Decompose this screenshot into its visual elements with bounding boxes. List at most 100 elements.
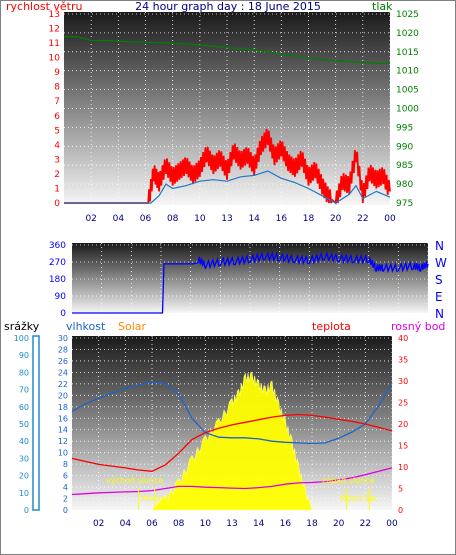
humidity-tick-label: 0 [63,506,68,515]
humidity-tick-label: 20 [58,391,68,400]
x-tick-label: 00 [386,519,398,529]
direction-tick-label: 0 [60,309,66,319]
solar-area [151,372,313,511]
x-tick-label: 14 [253,519,265,529]
rain-tick-label: 20 [19,472,29,481]
x-tick-label: 10 [194,214,206,224]
sunrise-annotation: východ slunce [106,476,163,485]
y-tick-label-left: 0 [54,199,60,209]
humidity-tick-label: 6 [63,472,68,481]
humidity-axis-label: vlhkost [66,320,106,333]
compass-label: W [435,256,447,270]
y-tick-label-left: 5 [54,126,60,136]
y-tick-label-right: 995 [396,123,413,133]
temperature-tick-label: 40 [398,334,408,343]
wind-direction-plot-area [72,243,428,313]
rain-tick-label: 90 [19,351,29,360]
x-tick-label: 16 [280,519,292,529]
temperature-tick-label: 30 [398,377,408,386]
x-tick-label: 10 [200,519,212,529]
rain-tick-label: 0 [24,506,29,515]
compass-label: N [435,239,444,253]
x-tick-label: 13 [221,214,232,224]
x-tick-label: 14 [248,214,260,224]
x-tick-label: 06 [140,214,152,224]
rain-tick-label: 60 [19,403,29,412]
temperature-tick-label: 35 [398,356,408,365]
x-tick-label: 06 [146,519,158,529]
humidity-tick-label: 30 [58,334,68,343]
rain-tick-label: 100 [14,334,29,343]
y-tick-label-left: 4 [54,141,60,151]
rain-tick-label: 30 [19,454,29,463]
graph-title: 24 hour graph day : 18 June 2015 [135,0,321,13]
y-tick-label-left: 10 [49,54,61,64]
temperature-tick-label: 20 [398,420,408,429]
y-tick-label-left: 2 [54,170,60,180]
temperature-axis-label: teplota [312,320,351,333]
y-tick-label-left: 8 [54,83,60,93]
wind-speed-line [64,129,391,205]
rain-tick-label: 50 [19,420,29,429]
x-tick-label: 16 [276,214,288,224]
humidity-temp-solar-chart: 02 04 06 08 10 13 14 16 18 20 22 000246810121416182… [14,334,408,529]
temperature-tick-label: 0 [398,506,403,515]
direction-tick-label: 270 [49,258,66,268]
y-tick-label-right: 975 [396,199,413,209]
y-tick-label-right: 990 [396,142,413,152]
humidity-tick-label: 28 [58,345,68,354]
x-tick-label: 02 [85,214,96,224]
y-tick-label-right: 1005 [396,86,419,96]
x-tick-label: 13 [226,519,237,529]
humidity-tick-label: 26 [58,357,68,366]
humidity-tick-label: 12 [58,437,68,446]
dewpoint-axis-label: rosný bod [391,320,445,333]
x-tick-label: 22 [360,519,371,529]
y-tick-label-left: 3 [54,155,60,165]
x-tick-label: 22 [357,214,368,224]
y-tick-label-left: 6 [54,112,60,122]
moonrise-annotation: Moon Rise [142,494,183,503]
humidity-tick-label: 10 [58,449,68,458]
rain-gauge [32,335,40,511]
y-tick-label-left: 1 [54,184,60,194]
rain-tick-label: 40 [19,437,29,446]
rain-tick-label: 10 [19,489,29,498]
x-tick-label: 20 [330,214,342,224]
wind-average-line [64,170,391,204]
humidity-tick-label: 24 [58,368,68,377]
sunset-annotation: západ slunce [322,476,375,485]
y-tick-label-left: 7 [54,97,60,107]
x-tick-label: 18 [303,214,315,224]
temperature-tick-label: 25 [398,399,408,408]
x-tick-label: 20 [333,519,345,529]
y-tick-label-left: 12 [49,25,60,35]
temperature-line [71,413,393,472]
direction-tick-label: 90 [55,292,67,302]
humidity-tick-label: 4 [63,483,68,492]
pressure-line [64,36,390,64]
rain-tick-label: 70 [19,386,29,395]
temperature-tick-label: 5 [398,485,403,494]
x-tick-label: 04 [120,519,132,529]
x-tick-label: 08 [173,519,185,529]
humidity-tick-label: 14 [58,426,68,435]
y-tick-label-left: 11 [49,39,60,49]
pressure-axis-label: tlak [372,0,393,13]
compass-label: S [435,273,443,287]
x-tick-label: 02 [93,519,104,529]
moonset-annotation: Moon Set [340,494,377,503]
x-tick-label: 18 [306,519,318,529]
x-tick-label: 08 [167,214,179,224]
solar-axis-label: Solar [118,320,147,333]
wind-speed-axis-label: rychlost větru [6,0,82,13]
y-tick-label-left: 9 [54,68,60,78]
rain-axis-label: srážky [4,320,40,333]
y-tick-label-right: 980 [396,180,413,190]
humidity-tick-label: 2 [63,495,68,504]
y-tick-label-right: 1025 [396,10,419,20]
wind-pressure-chart: 02 04 06 08 10 13 14 16 18 20 22 000123456789101112… [49,10,420,224]
temperature-tick-label: 15 [398,442,408,451]
humidity-tick-label: 16 [58,414,68,423]
